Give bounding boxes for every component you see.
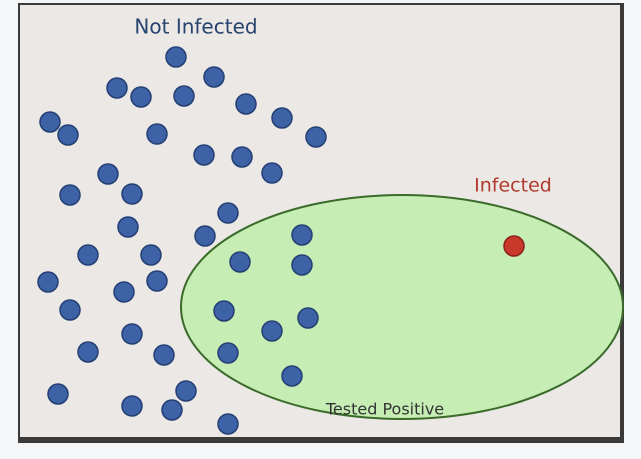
person [229,251,251,273]
tested-positive-region [180,194,624,420]
person [217,202,239,224]
person [39,111,61,133]
person [165,46,187,68]
person [47,383,69,405]
person [57,124,79,146]
person [305,126,327,148]
person [121,183,143,205]
person [217,342,239,364]
person [291,254,313,276]
person [153,344,175,366]
person [261,320,283,342]
person [77,244,99,266]
person [291,224,313,246]
not-infected-label: Not Infected [134,15,257,39]
person [175,380,197,402]
person [194,225,216,247]
person [231,146,253,168]
person [203,66,225,88]
person [121,395,143,417]
person [146,270,168,292]
person [77,341,99,363]
person [235,93,257,115]
person [213,300,235,322]
person [146,123,168,145]
person [217,413,239,435]
person [130,86,152,108]
person [106,77,128,99]
person [173,85,195,107]
person [59,184,81,206]
person [117,216,139,238]
person [271,107,293,129]
person [121,323,143,345]
person [59,299,81,321]
infected-person [503,235,525,257]
people [37,46,327,435]
tested-positive-label: Tested Positive [325,400,444,419]
person [113,281,135,303]
person [140,244,162,266]
person [97,163,119,185]
person [281,365,303,387]
person [161,399,183,421]
person [193,144,215,166]
person [297,307,319,329]
person [261,162,283,184]
person [37,271,59,293]
infected-label: Infected [474,175,552,197]
